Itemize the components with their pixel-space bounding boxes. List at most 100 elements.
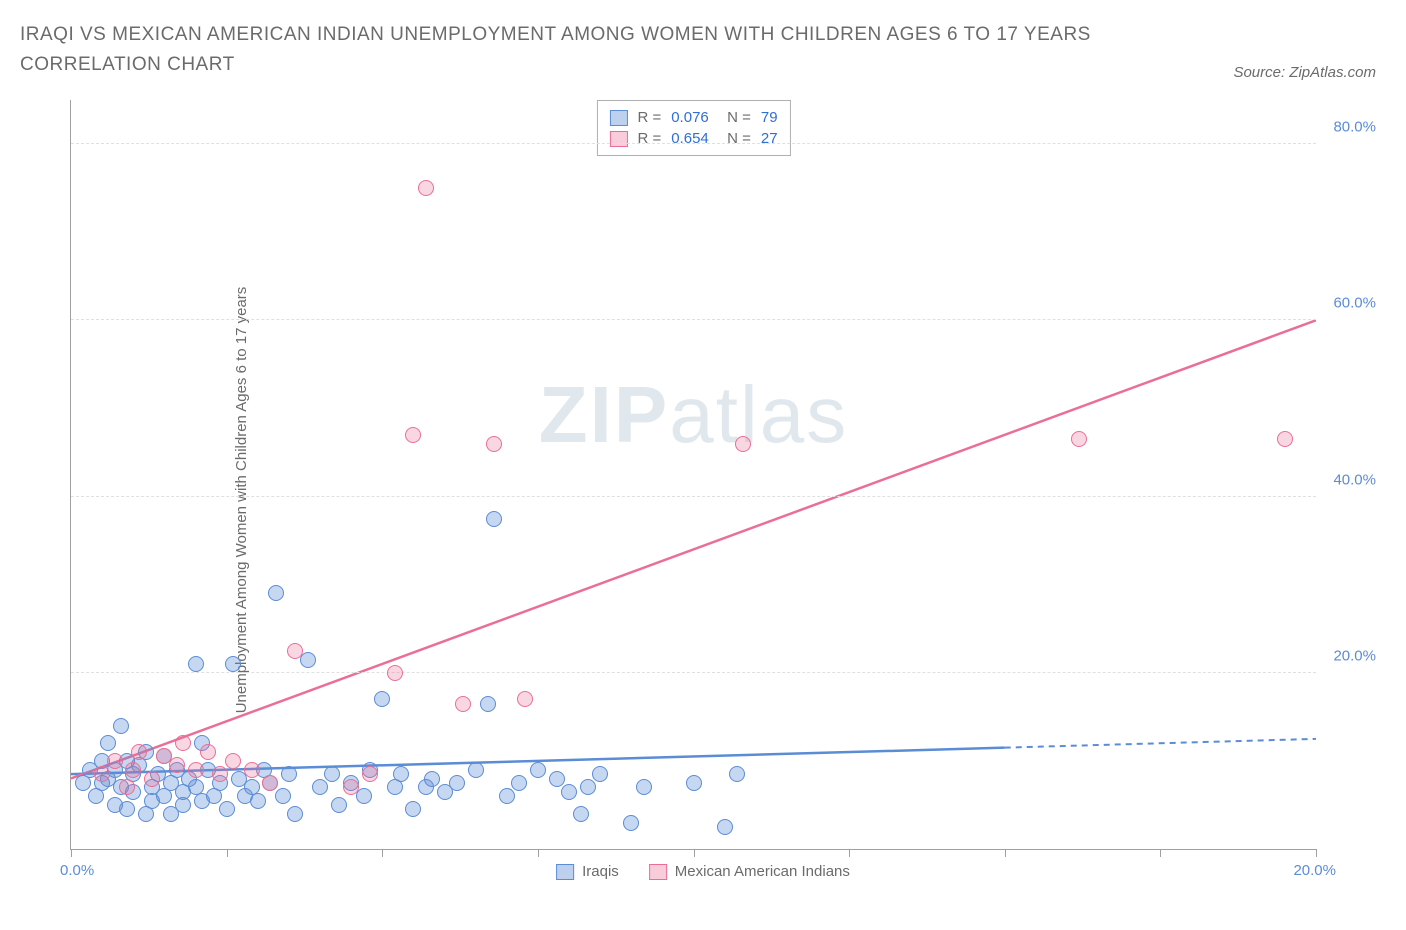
stat-r-label: R = xyxy=(637,130,661,147)
x-tick xyxy=(1160,849,1161,857)
y-tick-label: 60.0% xyxy=(1333,295,1376,312)
trend-lines xyxy=(71,100,1316,849)
grid-line xyxy=(71,143,1316,144)
y-tick-label: 40.0% xyxy=(1333,471,1376,488)
swatch-icon xyxy=(609,110,627,126)
data-point xyxy=(275,788,291,804)
chart-title: IRAQI VS MEXICAN AMERICAN INDIAN UNEMPLO… xyxy=(20,20,1120,81)
legend-item: Iraqis xyxy=(556,863,619,880)
data-point xyxy=(200,744,216,760)
stat-n-value: 79 xyxy=(761,109,778,126)
x-tick xyxy=(1005,849,1006,857)
data-point xyxy=(686,775,702,791)
data-point xyxy=(592,766,608,782)
swatch-icon xyxy=(649,864,667,880)
data-point xyxy=(393,766,409,782)
data-point xyxy=(250,793,266,809)
stat-r-value: 0.076 xyxy=(671,109,709,126)
data-point xyxy=(94,766,110,782)
legend: Iraqis Mexican American Indians xyxy=(556,863,850,880)
data-point xyxy=(573,806,589,822)
watermark: ZIPatlas xyxy=(539,369,848,461)
grid-line xyxy=(71,672,1316,673)
data-point xyxy=(486,436,502,452)
data-point xyxy=(287,806,303,822)
data-point xyxy=(113,718,129,734)
x-tick xyxy=(694,849,695,857)
x-axis-end-label: 20.0% xyxy=(1293,862,1336,879)
data-point xyxy=(449,775,465,791)
data-point xyxy=(262,775,278,791)
x-tick xyxy=(538,849,539,857)
data-point xyxy=(287,643,303,659)
source-attribution: Source: ZipAtlas.com xyxy=(1233,64,1376,81)
data-point xyxy=(405,427,421,443)
data-point xyxy=(219,801,235,817)
data-point xyxy=(343,779,359,795)
legend-item: Mexican American Indians xyxy=(649,863,850,880)
data-point xyxy=(188,656,204,672)
data-point xyxy=(107,753,123,769)
x-tick xyxy=(71,849,72,857)
data-point xyxy=(1071,431,1087,447)
x-tick xyxy=(1316,849,1317,857)
data-point xyxy=(281,766,297,782)
data-point xyxy=(312,779,328,795)
data-point xyxy=(405,801,421,817)
stats-row-pink: R = 0.654 N = 27 xyxy=(609,128,777,149)
data-point xyxy=(119,801,135,817)
data-point xyxy=(735,436,751,452)
data-point xyxy=(580,779,596,795)
data-point xyxy=(530,762,546,778)
data-point xyxy=(144,771,160,787)
data-point xyxy=(188,762,204,778)
data-point xyxy=(455,696,471,712)
y-tick-label: 80.0% xyxy=(1333,119,1376,136)
stat-n-label: N = xyxy=(719,130,751,147)
watermark-rest: atlas xyxy=(669,370,848,459)
data-point xyxy=(486,511,502,527)
legend-label: Mexican American Indians xyxy=(675,863,850,880)
data-point xyxy=(549,771,565,787)
data-point xyxy=(244,762,260,778)
data-point xyxy=(175,797,191,813)
data-point xyxy=(623,815,639,831)
data-point xyxy=(125,762,141,778)
data-point xyxy=(729,766,745,782)
legend-label: Iraqis xyxy=(582,863,619,880)
x-axis-start-label: 0.0% xyxy=(60,862,94,879)
data-point xyxy=(119,779,135,795)
data-point xyxy=(324,766,340,782)
data-point xyxy=(225,656,241,672)
data-point xyxy=(418,180,434,196)
stats-row-blue: R = 0.076 N = 79 xyxy=(609,107,777,128)
grid-line xyxy=(71,319,1316,320)
data-point xyxy=(374,691,390,707)
data-point xyxy=(636,779,652,795)
data-point xyxy=(268,585,284,601)
data-point xyxy=(499,788,515,804)
data-point xyxy=(511,775,527,791)
stats-box: R = 0.076 N = 79 R = 0.654 N = 27 xyxy=(596,100,790,156)
data-point xyxy=(561,784,577,800)
y-tick-label: 20.0% xyxy=(1333,647,1376,664)
data-point xyxy=(1277,431,1293,447)
stat-r-label: R = xyxy=(637,109,661,126)
data-point xyxy=(100,735,116,751)
data-point xyxy=(175,735,191,751)
data-point xyxy=(169,757,185,773)
x-tick xyxy=(382,849,383,857)
stat-n-value: 27 xyxy=(761,130,778,147)
chart-header: IRAQI VS MEXICAN AMERICAN INDIAN UNEMPLO… xyxy=(0,0,1406,91)
x-tick xyxy=(849,849,850,857)
data-point xyxy=(225,753,241,769)
data-point xyxy=(480,696,496,712)
data-point xyxy=(387,665,403,681)
data-point xyxy=(517,691,533,707)
data-point xyxy=(131,744,147,760)
data-point xyxy=(362,766,378,782)
swatch-icon xyxy=(609,131,627,147)
stat-n-label: N = xyxy=(719,109,751,126)
watermark-bold: ZIP xyxy=(539,370,669,459)
stat-r-value: 0.654 xyxy=(671,130,709,147)
